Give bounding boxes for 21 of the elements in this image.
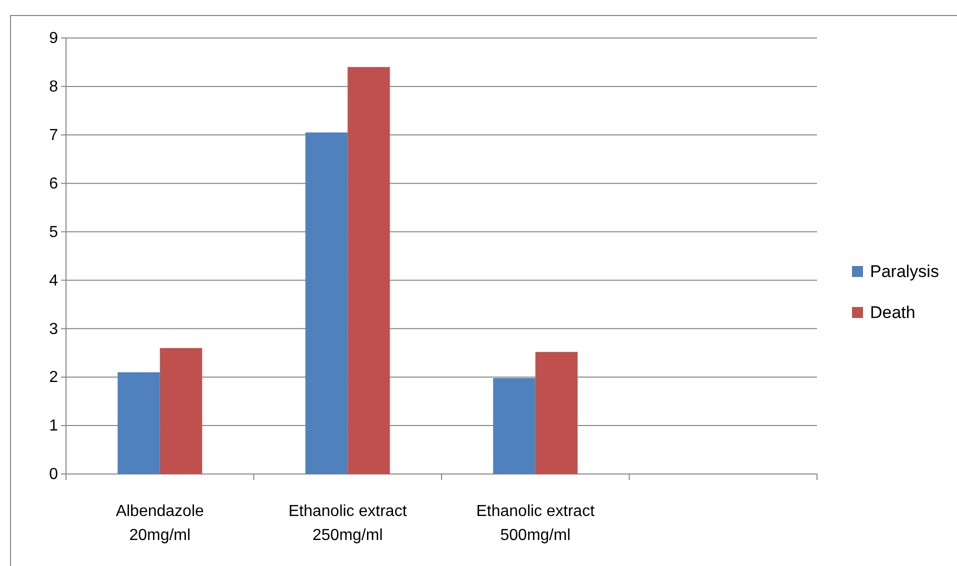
y-tick-label: 3 [49, 320, 58, 338]
bar [535, 352, 578, 474]
y-tick-label: 2 [49, 369, 58, 386]
bar [493, 378, 536, 474]
y-tick-label: 9 [49, 30, 58, 48]
bar [160, 348, 202, 474]
y-tick-label: 0 [49, 466, 58, 484]
x-tick-label: Albendazole 20mg/ml [116, 503, 204, 544]
y-tick-label: 8 [49, 78, 58, 96]
bar [305, 132, 348, 474]
bar [348, 67, 390, 474]
bar [118, 372, 160, 474]
legend-label: Death [870, 303, 916, 322]
legend-label: Paralysis [870, 262, 939, 281]
y-tick-label: 1 [49, 418, 58, 435]
y-tick-label: 6 [49, 175, 58, 192]
y-tick-label: 4 [49, 272, 58, 290]
x-tick-label: Ethanolic extract 500mg/ml [476, 503, 596, 544]
x-tick-label: Ethanolic extract 250mg/ml [288, 503, 408, 544]
y-tick-label: 5 [49, 224, 58, 241]
y-tick-label: 7 [49, 127, 58, 144]
